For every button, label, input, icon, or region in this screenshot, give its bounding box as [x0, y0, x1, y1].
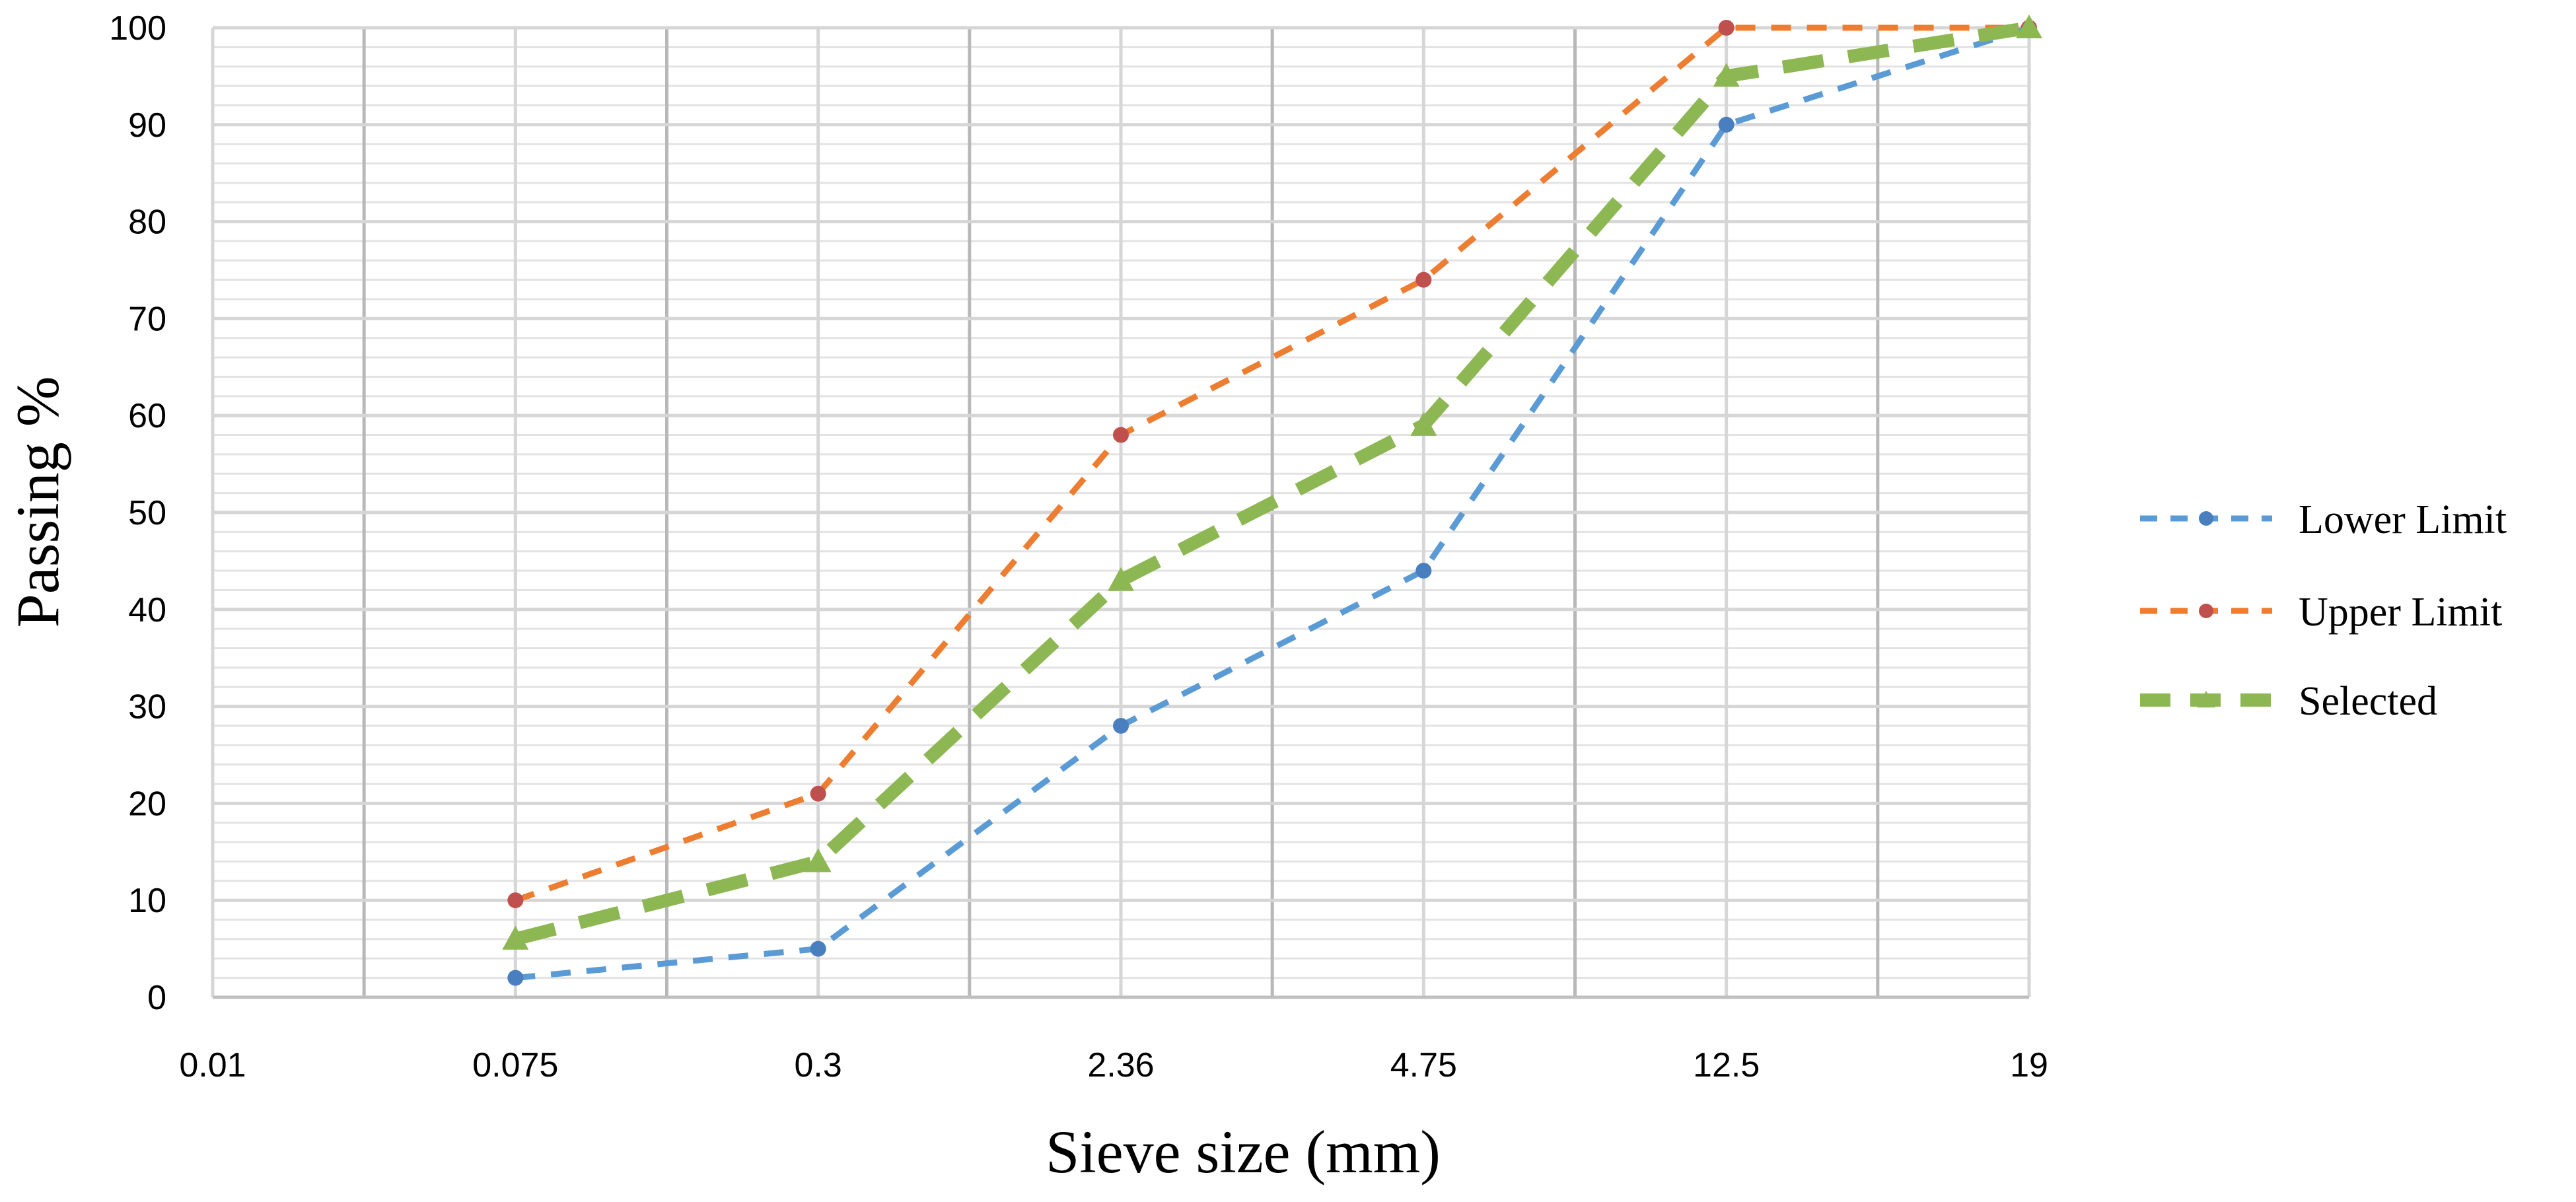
data-point-upper-limit: [507, 892, 524, 909]
x-tick-label: 12.5: [1693, 1046, 1760, 1084]
series-line-selected: [513, 21, 2030, 946]
x-tick-label: 0.01: [179, 1046, 246, 1084]
data-point-lower-limit: [810, 940, 826, 957]
data-point-upper-limit: [810, 785, 826, 802]
y-tick-label: 70: [128, 300, 166, 338]
y-tick-label: 90: [128, 106, 166, 145]
y-tick-label: 20: [128, 785, 166, 823]
series-layer: [502, 15, 2042, 986]
x-axis-title: Sieve size (mm): [1046, 1118, 1441, 1185]
data-point-lower-limit: [1415, 563, 1432, 579]
series-line-upper-limit: [514, 24, 2029, 903]
data-point-upper-limit: [1415, 271, 1432, 288]
series-selected: [502, 15, 2042, 950]
legend-label-upper-limit: Upper Limit: [2299, 590, 2502, 635]
grid-layer: [211, 26, 2031, 999]
y-tick-label: 50: [128, 494, 166, 532]
data-point-selected: [1713, 63, 1740, 87]
x-tick-label: 4.75: [1390, 1046, 1457, 1084]
legend-item-upper-limit: Upper Limit: [2140, 590, 2502, 635]
legend-label-lower-limit: Lower Limit: [2299, 497, 2507, 542]
data-point-lower-limit: [507, 970, 524, 986]
series-upper-limit: [507, 20, 2037, 909]
x-tick-label: 19: [2010, 1046, 2048, 1084]
legend-marker-upper-limit: [2199, 604, 2213, 618]
data-point-upper-limit: [1113, 427, 1129, 443]
y-tick-label: 0: [147, 979, 166, 1017]
data-point-selected: [805, 848, 832, 872]
y-tick-label: 40: [128, 591, 166, 629]
data-point-lower-limit: [1718, 116, 1735, 133]
x-tick-label: 0.075: [472, 1046, 558, 1084]
data-point-selected: [1108, 567, 1134, 591]
series-line-lower-limit: [515, 24, 2030, 981]
y-tick-label: 30: [128, 688, 166, 726]
legend-item-selected: Selected: [2140, 679, 2437, 724]
legend-marker-selected: [2197, 691, 2215, 708]
legend-marker-lower-limit: [2199, 511, 2213, 526]
y-axis-title: Passing %: [4, 376, 71, 628]
data-point-lower-limit: [1113, 717, 1129, 734]
x-tick-label: 0.3: [795, 1046, 842, 1084]
y-tick-label: 80: [128, 203, 166, 242]
data-point-selected: [502, 925, 529, 950]
legend-item-lower-limit: Lower Limit: [2140, 497, 2507, 542]
data-point-selected: [1410, 411, 1437, 436]
y-tick-label: 60: [128, 397, 166, 435]
x-tick-label: 2.36: [1087, 1046, 1154, 1084]
tick-label-layer: 0 10 20 30 40 50 60 70 80 90 100 0.01 0.075 0.3 2.36 4.…: [109, 9, 2048, 1084]
y-tick-label: 100: [109, 9, 166, 48]
legend-label-selected: Selected: [2299, 679, 2437, 724]
legend: Lower Limit Upper Limit Selected: [2140, 497, 2507, 724]
y-tick-label: 10: [128, 882, 166, 920]
data-point-upper-limit: [1718, 20, 1735, 36]
data-point-selected: [2016, 15, 2042, 38]
